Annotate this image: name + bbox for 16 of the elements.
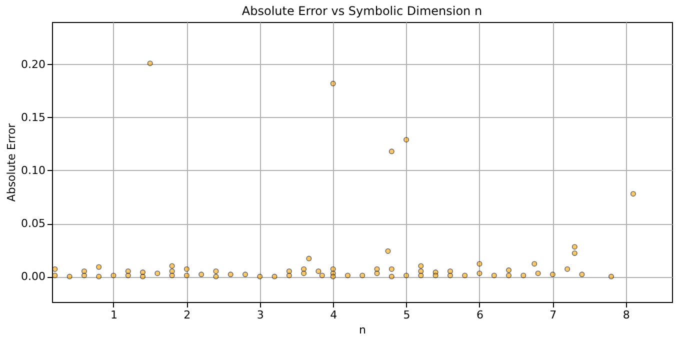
x-axis-title: n bbox=[359, 324, 366, 336]
x-tick-label: 6 bbox=[476, 308, 484, 322]
x-tick-label: 7 bbox=[550, 308, 557, 322]
x-tick-label: 1 bbox=[110, 308, 118, 322]
x-tick-label: 8 bbox=[622, 308, 630, 322]
y-axis-title: Absolute Error bbox=[5, 122, 18, 202]
y-tick-label: 0.05 bbox=[21, 217, 46, 230]
y-tick-label: 0.20 bbox=[21, 58, 46, 71]
y-tick-label: 0.00 bbox=[21, 270, 46, 284]
y-tick-label: 0.10 bbox=[21, 164, 46, 177]
x-tick-label: 4 bbox=[330, 308, 338, 322]
chart-title: Absolute Error vs Symbolic Dimension n bbox=[242, 4, 482, 18]
y-tick-label: 0.15 bbox=[21, 110, 46, 124]
x-tick-label: 5 bbox=[403, 308, 410, 322]
x-tick-label: 3 bbox=[256, 308, 264, 322]
x-tick-label: 2 bbox=[184, 308, 191, 322]
